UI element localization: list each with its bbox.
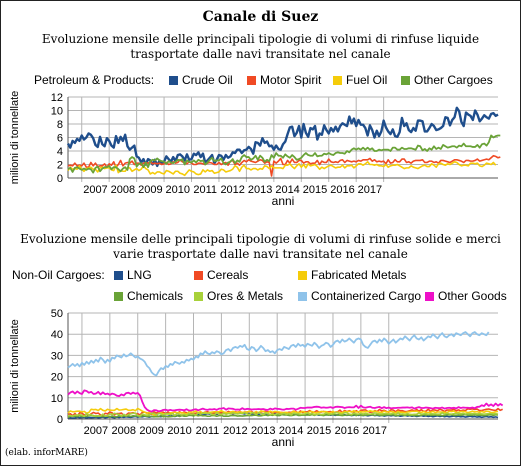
y-tick-label: 2 [57, 160, 63, 172]
x-tick-label: 2013 [251, 425, 275, 437]
x-tick-label: 2015 [307, 425, 331, 437]
legend-label: Crude Oil [182, 73, 233, 87]
x-tick-label: 2011 [193, 184, 217, 196]
x-tick-label: 2009 [138, 184, 162, 196]
legend-item-ores-metals: Ores & Metals [194, 289, 283, 303]
legend-label: Other Goods [438, 289, 507, 303]
liquid-subtitle: Evoluzione mensile delle principali tipo… [41, 32, 480, 61]
legend-swatch [169, 76, 178, 85]
legend-swatch [298, 292, 307, 301]
legend-item-other-goods: Other Goods [425, 289, 507, 303]
legend-swatch [194, 292, 203, 301]
x-tick-label: 2013 [248, 184, 272, 196]
legend-item-cereals: Cereals [194, 268, 248, 282]
x-tick-label: 2011 [196, 425, 220, 437]
legend-swatch [247, 76, 256, 85]
x-tick-label: 2012 [220, 184, 244, 196]
x-tick-label: 2016 [335, 425, 359, 437]
legend-label: Other Cargoes [414, 73, 493, 87]
legend-swatch [333, 76, 342, 85]
y-tick-label: 10 [51, 106, 63, 118]
x-tick-label: 2008 [111, 184, 135, 196]
x-axis-label: anni [272, 194, 295, 208]
x-tick-label: 2017 [358, 184, 382, 196]
solid-series-4 [68, 411, 499, 418]
legend-item-motor-spirit: Motor Spirit [247, 73, 321, 87]
y-tick-label: 10 [51, 393, 63, 405]
legend-label: Motor Spirit [260, 73, 322, 87]
y-tick-label: 30 [51, 350, 63, 362]
x-tick-label: 2010 [166, 184, 190, 196]
liquid-series-2 [67, 161, 497, 177]
solid-subtitle: Evoluzione mensile delle principali tipo… [20, 232, 501, 261]
x-tick-label: 2012 [223, 425, 247, 437]
legend-item-lng: LNG [114, 268, 152, 282]
chart-title: Canale di Suez [202, 9, 319, 25]
x-axis-label: anni [272, 435, 295, 449]
y-tick-label: 12 [51, 92, 63, 104]
x-tick-label: 2014 [275, 184, 299, 196]
x-tick-label: 2015 [303, 184, 327, 196]
x-tick-label: 2008 [112, 425, 136, 437]
legend-item-fabricated-metals: Fabricated Metals [298, 268, 406, 282]
x-tick-label: 2014 [279, 425, 303, 437]
solid-series-6 [67, 389, 504, 413]
x-tick-label: 2009 [139, 425, 163, 437]
solid-series-2 [67, 407, 499, 417]
solid-legend: Non-Oil Cargoes: LNG Cereals Fabricated … [12, 268, 517, 304]
y-tick-label: 4 [57, 146, 63, 158]
liquid-series-3 [67, 134, 501, 174]
legend-item-other-cargoes: Other Cargoes [401, 73, 493, 87]
y-tick-label: 20 [51, 372, 63, 384]
legend-swatch [194, 271, 203, 280]
legend-item-fuel-oil: Fuel Oil [333, 73, 387, 87]
legend-label: Containerized Cargo [311, 289, 422, 303]
legend-label: Chemicals [127, 289, 184, 303]
credit-note: (elab. inforMARE) [5, 448, 88, 458]
liquid-series-0 [66, 106, 499, 168]
legend-swatch [114, 271, 123, 280]
x-tick-label: 2007 [83, 184, 107, 196]
x-tick-label: 2010 [167, 425, 191, 437]
legend-swatch [401, 76, 410, 85]
legend-label: Fuel Oil [346, 73, 388, 87]
solid-series-5 [67, 331, 490, 377]
y-tick-label: 6 [57, 133, 63, 145]
y-axis-label: milioni di tonnellate [9, 319, 21, 413]
y-tick-label: 0 [57, 173, 63, 185]
y-tick-label: 0 [57, 414, 63, 426]
x-tick-label: 2017 [363, 425, 387, 437]
liquid-legend-group-label: Petroleum & Products: [34, 73, 155, 87]
y-tick-label: 8 [57, 119, 63, 131]
legend-item-chemicals: Chemicals [114, 289, 183, 303]
x-tick-label: 2016 [330, 184, 354, 196]
y-tick-label: 40 [51, 329, 63, 341]
legend-item-containerized-cargo: Containerized Cargo [298, 289, 421, 303]
solid-legend-group-label: Non-Oil Cargoes: [12, 268, 105, 282]
legend-label: LNG [127, 268, 152, 282]
legend-label: Cereals [207, 268, 249, 282]
legend-item-crude-oil: Crude Oil [169, 73, 233, 87]
legend-swatch [298, 271, 307, 280]
legend-swatch [114, 292, 123, 301]
legend-label: Ores & Metals [207, 289, 284, 303]
legend-swatch [425, 292, 434, 301]
y-tick-label: 50 [51, 308, 63, 320]
y-axis-label: milioni di tonnellate [9, 91, 21, 185]
solid-series-3 [67, 413, 499, 419]
x-tick-label: 2007 [84, 425, 108, 437]
legend-label: Fabricated Metals [311, 268, 407, 282]
